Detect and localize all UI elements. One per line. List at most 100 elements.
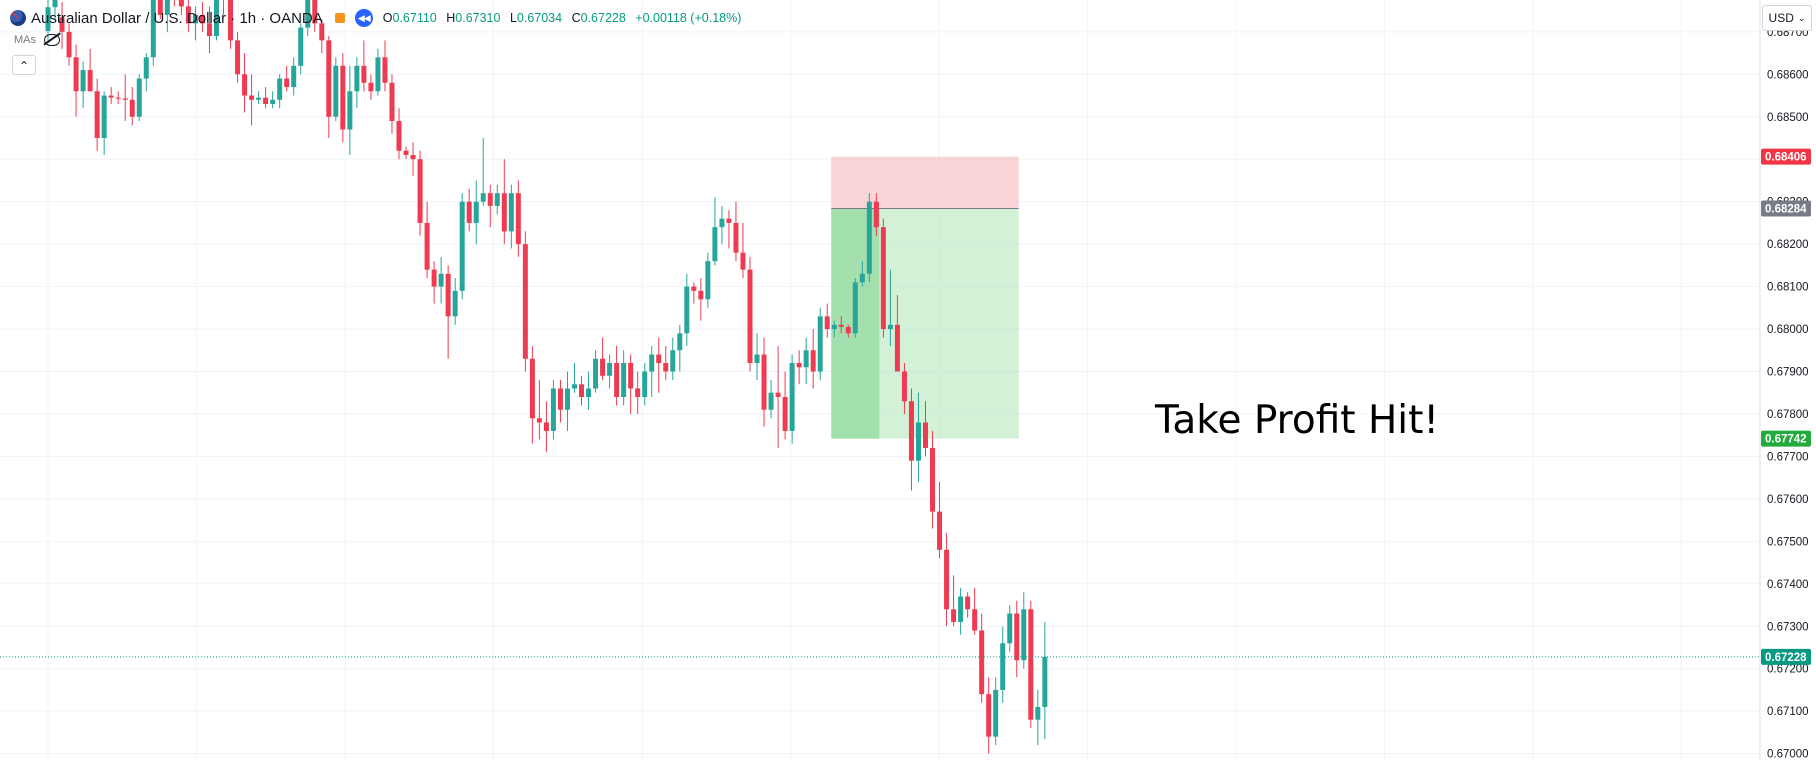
bearish-candle bbox=[600, 337, 606, 380]
badge-label: 0.68406 bbox=[1765, 152, 1807, 164]
candle-body bbox=[368, 82, 374, 92]
bearish-candle bbox=[263, 87, 269, 109]
stop-loss-zone[interactable] bbox=[831, 156, 1019, 209]
ohlc-readout: O0.67110 H0.67310 L0.67034 C0.67228 +0.0… bbox=[382, 11, 742, 25]
candle-body bbox=[873, 201, 879, 228]
candle-body bbox=[501, 193, 507, 232]
bullish-candle bbox=[80, 61, 86, 109]
candle-body bbox=[564, 388, 570, 410]
bullish-candle bbox=[164, 0, 170, 32]
price-axis[interactable]: 0.687000.686000.685000.684000.683000.682… bbox=[1759, 0, 1809, 760]
price-tick-label: 0.68200 bbox=[1767, 239, 1809, 251]
bearish-candle bbox=[312, 0, 318, 32]
candle-body bbox=[979, 630, 985, 695]
candle-body bbox=[628, 363, 634, 389]
candle-body bbox=[614, 363, 620, 397]
currency-selector[interactable]: USD ⌄ bbox=[1762, 5, 1812, 31]
price-tick-label: 0.68500 bbox=[1767, 112, 1809, 124]
candle-body bbox=[249, 95, 255, 100]
candle-body bbox=[347, 91, 353, 130]
bearish-candle bbox=[635, 371, 641, 414]
candle-body bbox=[87, 70, 93, 92]
candle-body bbox=[726, 218, 732, 223]
price-tick-label: 0.67600 bbox=[1767, 494, 1809, 506]
bearish-candle bbox=[242, 53, 248, 113]
bullish-candle bbox=[192, 6, 198, 41]
candle-body bbox=[157, 0, 163, 15]
bullish-candle bbox=[958, 588, 964, 635]
candle-body bbox=[459, 201, 465, 291]
currency-label: USD bbox=[1768, 11, 1794, 25]
bullish-candle bbox=[354, 57, 360, 109]
candle-body bbox=[775, 392, 781, 397]
symbol-title[interactable]: Australian Dollar / U.S. Dollar · 1h · O… bbox=[31, 9, 323, 27]
candle-body bbox=[579, 384, 585, 397]
bearish-candle bbox=[944, 532, 950, 627]
candle-body bbox=[361, 65, 367, 83]
bullish-candle bbox=[789, 354, 795, 444]
bullish-candle bbox=[150, 0, 156, 66]
candle-body bbox=[522, 244, 528, 359]
mas-label[interactable]: MAs bbox=[14, 34, 36, 46]
bullish-candle bbox=[305, 0, 311, 37]
candle-body bbox=[754, 354, 760, 364]
candle-body bbox=[396, 121, 402, 151]
candle-body bbox=[515, 193, 521, 245]
bullish-candle bbox=[473, 180, 479, 245]
candle-body bbox=[684, 286, 690, 334]
candle-body bbox=[263, 97, 269, 105]
bearish-candle bbox=[747, 256, 753, 372]
candle-body bbox=[880, 227, 886, 330]
candle-body bbox=[908, 401, 914, 461]
bullish-candle bbox=[670, 337, 676, 380]
candle-body bbox=[691, 286, 697, 291]
bearish-candle bbox=[157, 0, 163, 20]
candle-body bbox=[586, 388, 592, 397]
bearish-candle bbox=[1014, 600, 1020, 678]
stop-loss-badge: 0.68406 bbox=[1761, 148, 1811, 165]
bearish-candle bbox=[235, 31, 241, 83]
badge-background bbox=[1761, 200, 1811, 217]
candle-body bbox=[403, 150, 409, 155]
candle-body bbox=[340, 65, 346, 130]
bearish-candle bbox=[733, 201, 739, 262]
bearish-candle bbox=[937, 481, 943, 559]
bearish-candle bbox=[410, 142, 416, 177]
bullish-candle bbox=[101, 91, 107, 155]
candle-body bbox=[417, 159, 423, 223]
candle-body bbox=[487, 193, 493, 206]
take-profit-annotation[interactable]: Take Profit Hit! bbox=[1155, 398, 1440, 443]
bearish-candle bbox=[173, 0, 175, 7]
take-profit-badge: 0.67742 bbox=[1761, 430, 1811, 447]
position-zones[interactable] bbox=[831, 156, 1019, 439]
candle-body bbox=[859, 273, 865, 283]
eye-off-icon[interactable] bbox=[44, 34, 60, 46]
candle-body bbox=[915, 422, 921, 461]
candle-body bbox=[438, 273, 444, 287]
candle-body bbox=[319, 23, 325, 41]
candle-body bbox=[1014, 613, 1020, 661]
candle-body bbox=[333, 65, 339, 117]
candle-body bbox=[901, 371, 907, 402]
candle-body bbox=[80, 70, 86, 92]
candle-body bbox=[164, 0, 170, 15]
candle-body bbox=[642, 371, 648, 397]
bearish-candle bbox=[382, 40, 388, 92]
candle-body bbox=[824, 316, 830, 330]
candle-body bbox=[389, 82, 395, 122]
bullish-candle bbox=[52, 0, 58, 20]
candle-body bbox=[298, 27, 304, 66]
candle-body bbox=[1042, 656, 1048, 707]
bearish-candle bbox=[87, 48, 93, 92]
bearish-candle bbox=[515, 180, 521, 257]
candle-body bbox=[894, 324, 900, 372]
candle-body bbox=[852, 282, 858, 334]
price-tick-label: 0.67200 bbox=[1767, 664, 1809, 676]
bearish-candle bbox=[951, 575, 957, 627]
candle-body bbox=[866, 201, 872, 274]
candle-body bbox=[473, 201, 479, 223]
collapse-legend-button[interactable]: ⌃ bbox=[12, 55, 36, 75]
replay-icon[interactable]: ◀◀ bbox=[354, 9, 373, 27]
bullish-candle bbox=[831, 320, 837, 338]
